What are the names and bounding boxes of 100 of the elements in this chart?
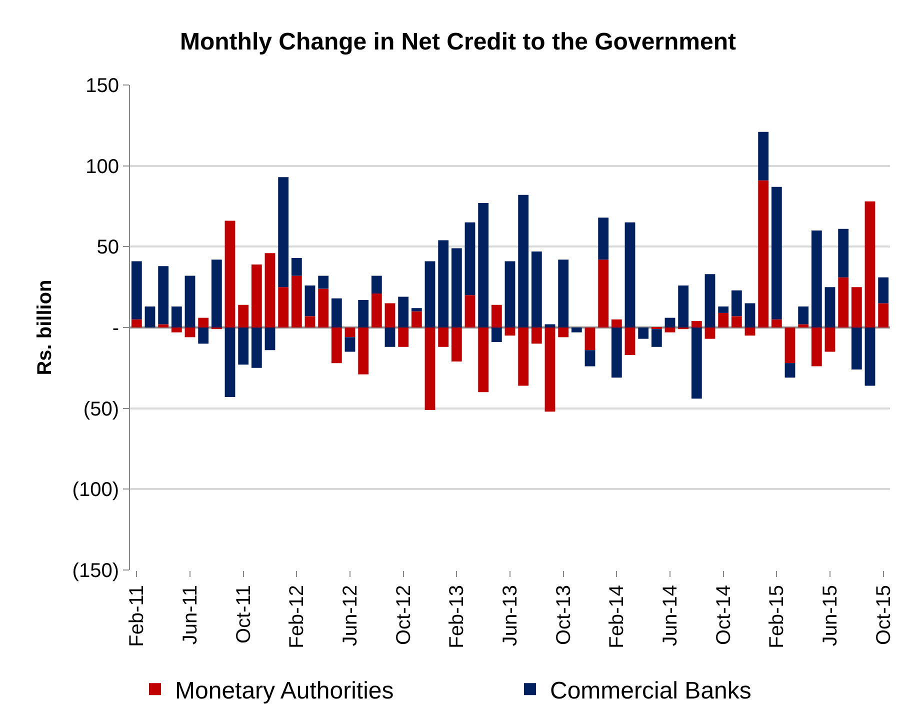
y-tick-label: 150 xyxy=(86,75,119,97)
bar xyxy=(291,276,302,328)
bar xyxy=(744,328,756,336)
bar xyxy=(611,328,622,378)
bar xyxy=(491,328,502,342)
bar xyxy=(784,328,796,364)
bar xyxy=(878,277,889,304)
bar xyxy=(598,260,609,328)
bar xyxy=(438,240,449,328)
bar xyxy=(424,328,436,410)
bar xyxy=(651,329,662,347)
bar xyxy=(838,277,849,328)
y-axis-title: Rs. billion xyxy=(34,280,56,376)
bar xyxy=(171,328,182,332)
bar xyxy=(224,220,236,328)
bar xyxy=(358,300,369,328)
bar xyxy=(704,274,716,328)
bar xyxy=(171,306,182,328)
bar xyxy=(371,294,382,328)
bar xyxy=(211,260,222,328)
bar xyxy=(198,318,209,328)
bar xyxy=(624,328,636,355)
bar xyxy=(811,230,822,328)
y-tick-label: 100 xyxy=(86,156,119,178)
bar xyxy=(278,177,289,288)
bar xyxy=(478,203,489,328)
bar xyxy=(718,306,729,313)
bar xyxy=(344,337,356,352)
bar xyxy=(558,260,569,328)
bar xyxy=(451,248,462,328)
bar xyxy=(251,264,262,328)
bar xyxy=(518,328,529,386)
bar xyxy=(571,328,582,332)
bar xyxy=(531,252,542,328)
x-tick-label: Jun-14 xyxy=(660,585,682,646)
bar xyxy=(758,180,769,328)
bar xyxy=(731,316,742,328)
bar xyxy=(131,261,142,320)
bar xyxy=(718,312,729,328)
bar xyxy=(251,328,262,368)
x-tick-label: Oct-14 xyxy=(712,585,735,646)
bar xyxy=(304,316,316,328)
bar xyxy=(678,285,689,328)
bar xyxy=(664,328,676,332)
chart-title: Monthly Change in Net Credit to the Government xyxy=(180,28,736,56)
y-tick-label: (50) xyxy=(83,398,119,420)
bar xyxy=(398,328,409,347)
bar xyxy=(611,319,622,328)
legend-label: Monetary Authorities xyxy=(175,677,394,704)
bar xyxy=(864,201,876,328)
bar xyxy=(291,258,302,276)
bar xyxy=(451,328,462,362)
bar xyxy=(744,303,756,328)
x-tick-label: Feb-11 xyxy=(126,585,148,647)
y-tick-label: - xyxy=(112,318,119,340)
bar xyxy=(584,328,596,350)
bar xyxy=(131,319,142,328)
bar xyxy=(771,319,782,328)
bar xyxy=(358,328,369,374)
bar xyxy=(531,328,542,344)
bar xyxy=(398,296,409,328)
x-tick-label: Feb-15 xyxy=(766,585,788,648)
bar xyxy=(278,287,289,328)
bar xyxy=(478,328,489,392)
bar xyxy=(158,266,169,324)
bar xyxy=(598,218,609,260)
x-tick-label: Jun-15 xyxy=(820,585,842,646)
bar xyxy=(318,288,329,328)
bar xyxy=(344,328,356,338)
bar xyxy=(638,328,649,339)
bar xyxy=(851,287,862,328)
bar xyxy=(464,295,476,328)
bar xyxy=(664,318,676,328)
x-tick-label: Jun-12 xyxy=(340,585,362,646)
bar xyxy=(544,324,556,328)
bar xyxy=(331,328,342,364)
bar xyxy=(518,194,529,328)
bar xyxy=(504,328,516,336)
bar xyxy=(264,328,276,350)
bar xyxy=(811,328,822,366)
bar xyxy=(544,328,556,412)
bar xyxy=(304,285,316,316)
bar xyxy=(784,363,796,378)
bar xyxy=(504,261,516,328)
bar xyxy=(238,304,249,328)
legend-label: Commercial Banks xyxy=(550,677,752,704)
x-tick-label: Oct-11 xyxy=(232,585,255,644)
bar xyxy=(558,328,569,338)
y-tick-label: 50 xyxy=(96,236,119,259)
bar xyxy=(584,350,596,366)
x-tick-label: Jun-11 xyxy=(180,585,202,645)
bar xyxy=(838,228,849,278)
x-tick-label: Feb-13 xyxy=(446,585,468,648)
bar xyxy=(158,324,169,328)
bar xyxy=(758,132,769,180)
bar xyxy=(384,303,396,328)
bar xyxy=(491,304,502,328)
x-tick-label: Feb-12 xyxy=(286,585,308,648)
bar xyxy=(691,321,702,328)
bar xyxy=(371,276,382,294)
